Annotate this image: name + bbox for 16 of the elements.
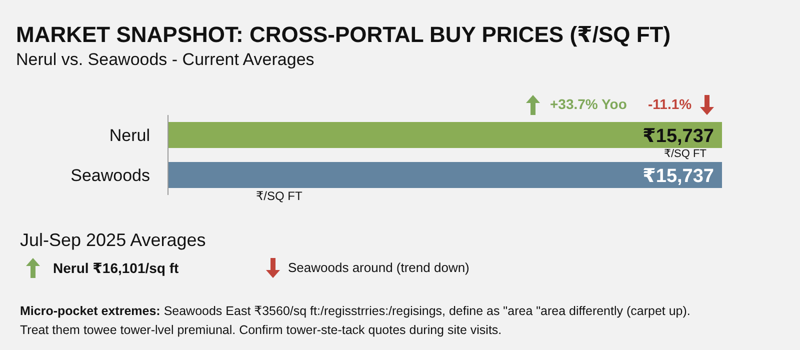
text: Micro-pocket extremes: (20, 304, 160, 318)
text: Jul-Sep 2025 Averages (20, 230, 206, 251)
chart-title: MARKET SNAPSHOT: CROSS-PORTAL BUY PRICES (₹/SQ FT) (16, 22, 671, 47)
text: +33.7% Yoo (550, 96, 627, 112)
data-label: ₹15,737 (642, 126, 714, 147)
text: Treat them towee tower-lvel premiunal. Confirm tower-ste-tack quotes during site visits. (20, 323, 502, 337)
annotation: ₹/SQ FT (664, 148, 706, 160)
annotation: ₹/SQ FT (256, 189, 302, 203)
data-label: ₹15,737 (642, 166, 714, 187)
y-tick-label: Seawoods (70, 166, 150, 186)
text: Seawoods East ₹3560/sq ft:/regisstrries:/regisings, define as "area "area differently (carpet up). (164, 304, 690, 318)
chart-subtitle: Nerul vs. Seawoods - Current Averages (16, 50, 314, 69)
text: -11.1% (648, 96, 692, 112)
text: Nerul ₹16,101/sq ft (53, 260, 179, 277)
y-tick-label: Nerul (109, 126, 150, 146)
text: Seawoods around (trend down) (288, 260, 470, 275)
